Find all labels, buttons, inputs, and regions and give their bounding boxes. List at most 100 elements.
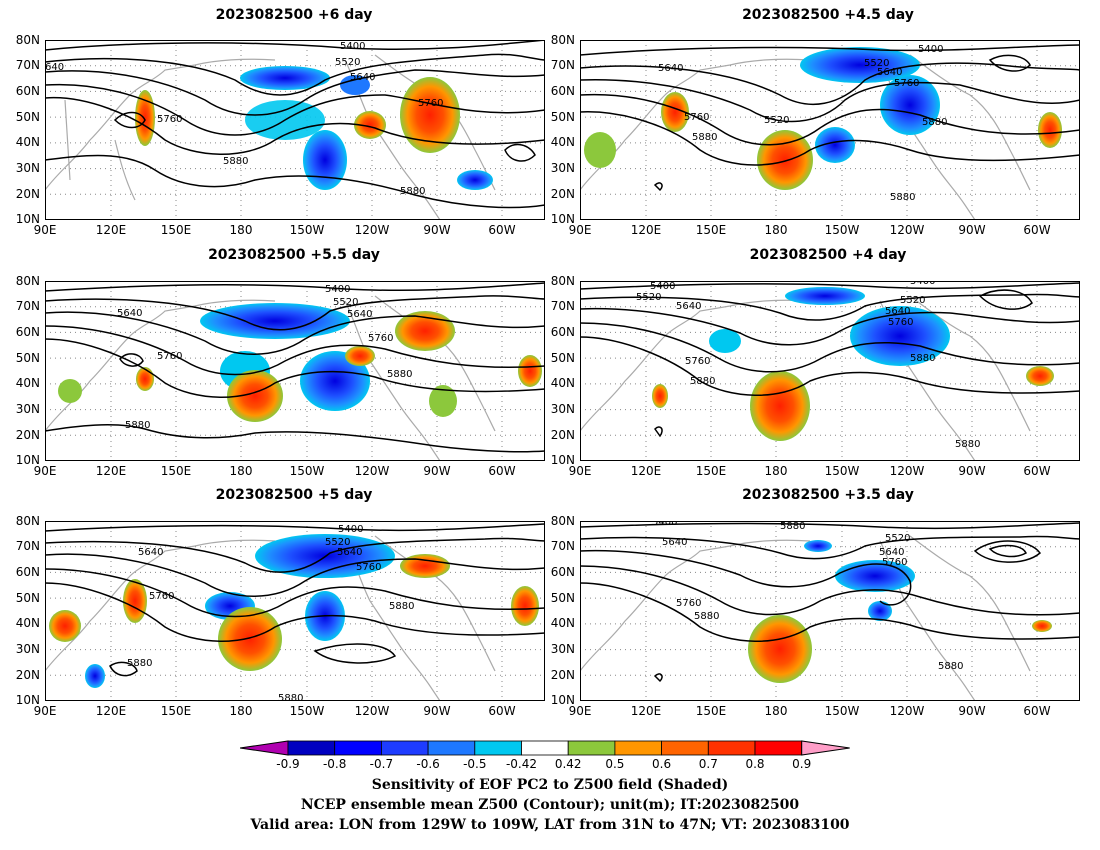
svg-text:5640: 5640 xyxy=(350,72,375,83)
contours xyxy=(45,40,545,209)
svg-text:5880: 5880 xyxy=(910,353,935,364)
svg-text:5640: 5640 xyxy=(138,547,163,558)
svg-text:5400: 5400 xyxy=(325,284,350,295)
svg-text:5880: 5880 xyxy=(400,186,425,197)
svg-text:5880: 5880 xyxy=(780,521,805,532)
shading xyxy=(584,47,1062,190)
svg-text:5760: 5760 xyxy=(157,351,182,362)
svg-text:5880: 5880 xyxy=(690,376,715,387)
contours xyxy=(45,523,545,677)
svg-text:5400: 5400 xyxy=(650,281,675,292)
colorbar-tick-label: 0.8 xyxy=(745,757,765,771)
colorbar-cell xyxy=(287,740,336,756)
panel-title: 2023082500 +6 day xyxy=(215,7,373,23)
contours xyxy=(580,282,1080,438)
svg-text:5520: 5520 xyxy=(636,292,661,303)
svg-text:5400: 5400 xyxy=(652,521,677,528)
colorbar-tick-label: 0.7 xyxy=(698,757,718,771)
svg-text:5400: 5400 xyxy=(918,44,943,55)
colorbar-cell xyxy=(567,740,616,756)
svg-text:5760: 5760 xyxy=(894,78,919,89)
svg-text:5880: 5880 xyxy=(922,117,947,128)
svg-text:5760: 5760 xyxy=(685,356,710,367)
colorbar-tick-label: 0.5 xyxy=(605,757,625,771)
svg-text:5880: 5880 xyxy=(387,369,412,380)
svg-text:5640: 5640 xyxy=(879,547,904,558)
map-panel: 5400 5520 5640 5760 5880 5640 5760 5880 … xyxy=(580,521,1080,701)
svg-text:5640: 5640 xyxy=(117,308,142,319)
contours xyxy=(580,522,1080,683)
svg-text:5520: 5520 xyxy=(333,297,358,308)
svg-text:5520: 5520 xyxy=(900,295,925,306)
map-panel: 5400 5520 5640 5760 5880 5760 5880 640 xyxy=(45,40,545,220)
panel-title: 2023082500 +5.5 day xyxy=(208,247,380,263)
svg-text:5880: 5880 xyxy=(278,693,303,701)
svg-text:5640: 5640 xyxy=(347,309,372,320)
caption-line-1: Sensitivity of EOF PC2 to Z500 field (Sh… xyxy=(371,777,729,793)
contour-labels: 5400 5520 5640 5760 5880 5520 5760 5640 … xyxy=(658,44,947,203)
colorbar-cell xyxy=(427,740,476,756)
caption-line-2: NCEP ensemble mean Z500 (Contour); unit(… xyxy=(300,797,800,813)
colorbar xyxy=(240,740,850,756)
contour-labels: 5400 5520 5640 5760 5880 5760 5880 640 xyxy=(45,41,443,197)
svg-text:5880: 5880 xyxy=(694,611,719,622)
svg-text:5640: 5640 xyxy=(658,63,683,74)
map-panel: 5400 5520 5640 5760 5880 5520 5760 5640 … xyxy=(580,40,1080,220)
colorbar-cell xyxy=(661,740,709,756)
contours xyxy=(45,282,545,453)
svg-text:5400: 5400 xyxy=(338,524,363,535)
colorbar-cell xyxy=(521,740,569,756)
contour-labels: 5400 5520 5640 5760 5880 5400 5520 5640 … xyxy=(636,281,980,450)
svg-text:5640: 5640 xyxy=(676,301,701,312)
svg-text:5880: 5880 xyxy=(938,661,963,672)
map-panel: 5400 5520 5640 5760 5880 5640 5760 5880 xyxy=(45,281,545,461)
colorbar-tick-label: -0.8 xyxy=(322,757,347,771)
svg-text:5640: 5640 xyxy=(877,67,902,78)
svg-text:5640: 5640 xyxy=(662,537,687,548)
contour-labels: 5400 5520 5640 5760 5880 5640 5760 5880 … xyxy=(652,521,963,672)
svg-text:5880: 5880 xyxy=(955,439,980,450)
contour-labels: 5400 5520 5640 5760 5880 5640 5760 5880 … xyxy=(127,524,414,701)
svg-text:5520: 5520 xyxy=(764,115,789,126)
colorbar-tick-label: 0.9 xyxy=(792,757,812,771)
shading xyxy=(58,303,542,422)
svg-text:5760: 5760 xyxy=(356,562,381,573)
svg-text:5760: 5760 xyxy=(888,317,913,328)
colorbar-cell xyxy=(380,740,429,756)
map-panel: 5400 5520 5640 5760 5880 5400 5520 5640 … xyxy=(580,281,1080,461)
colorbar-tick-label: -0.42 xyxy=(505,757,538,771)
svg-text:5760: 5760 xyxy=(368,333,393,344)
map-panel: 5400 5520 5640 5760 5880 5640 5760 5880 … xyxy=(45,521,545,701)
panel-title: 2023082500 +3.5 day xyxy=(742,487,914,503)
colorbar-cell xyxy=(614,740,662,756)
svg-text:5640: 5640 xyxy=(885,306,910,317)
colorbar-tick-label: -0.5 xyxy=(463,757,487,771)
svg-text:5880: 5880 xyxy=(890,192,915,203)
svg-text:5760: 5760 xyxy=(157,114,182,125)
svg-text:5760: 5760 xyxy=(149,591,174,602)
svg-text:5760: 5760 xyxy=(882,557,907,568)
colorbar-tick-label: -0.6 xyxy=(416,757,440,771)
svg-text:5880: 5880 xyxy=(223,156,248,167)
caption-line-3: Valid area: LON from 129W to 109W, LAT f… xyxy=(250,817,850,833)
svg-text:5400: 5400 xyxy=(340,41,365,52)
contour-labels: 5400 5520 5640 5760 5880 5640 5760 5880 xyxy=(117,284,412,431)
colorbar-tick-label: -0.7 xyxy=(369,757,394,771)
colorbar-arrow-high xyxy=(801,740,850,756)
svg-text:5520: 5520 xyxy=(864,58,889,69)
colorbar-cell xyxy=(474,740,522,756)
colorbar-cell xyxy=(334,740,382,756)
svg-text:5880: 5880 xyxy=(127,658,152,669)
colorbar-tick-label: -0.9 xyxy=(276,757,300,771)
svg-text:5400: 5400 xyxy=(910,281,935,287)
colorbar-cell xyxy=(707,740,756,756)
svg-text:5520: 5520 xyxy=(325,537,350,548)
svg-text:5520: 5520 xyxy=(335,57,360,68)
panel-title: 2023082500 +5 day xyxy=(215,487,373,503)
colorbar-arrow-low xyxy=(240,740,289,756)
svg-text:5640: 5640 xyxy=(337,547,362,558)
svg-text:5520: 5520 xyxy=(885,533,910,544)
contours xyxy=(580,44,1080,192)
panel-title: 2023082500 +4 day xyxy=(749,247,907,263)
